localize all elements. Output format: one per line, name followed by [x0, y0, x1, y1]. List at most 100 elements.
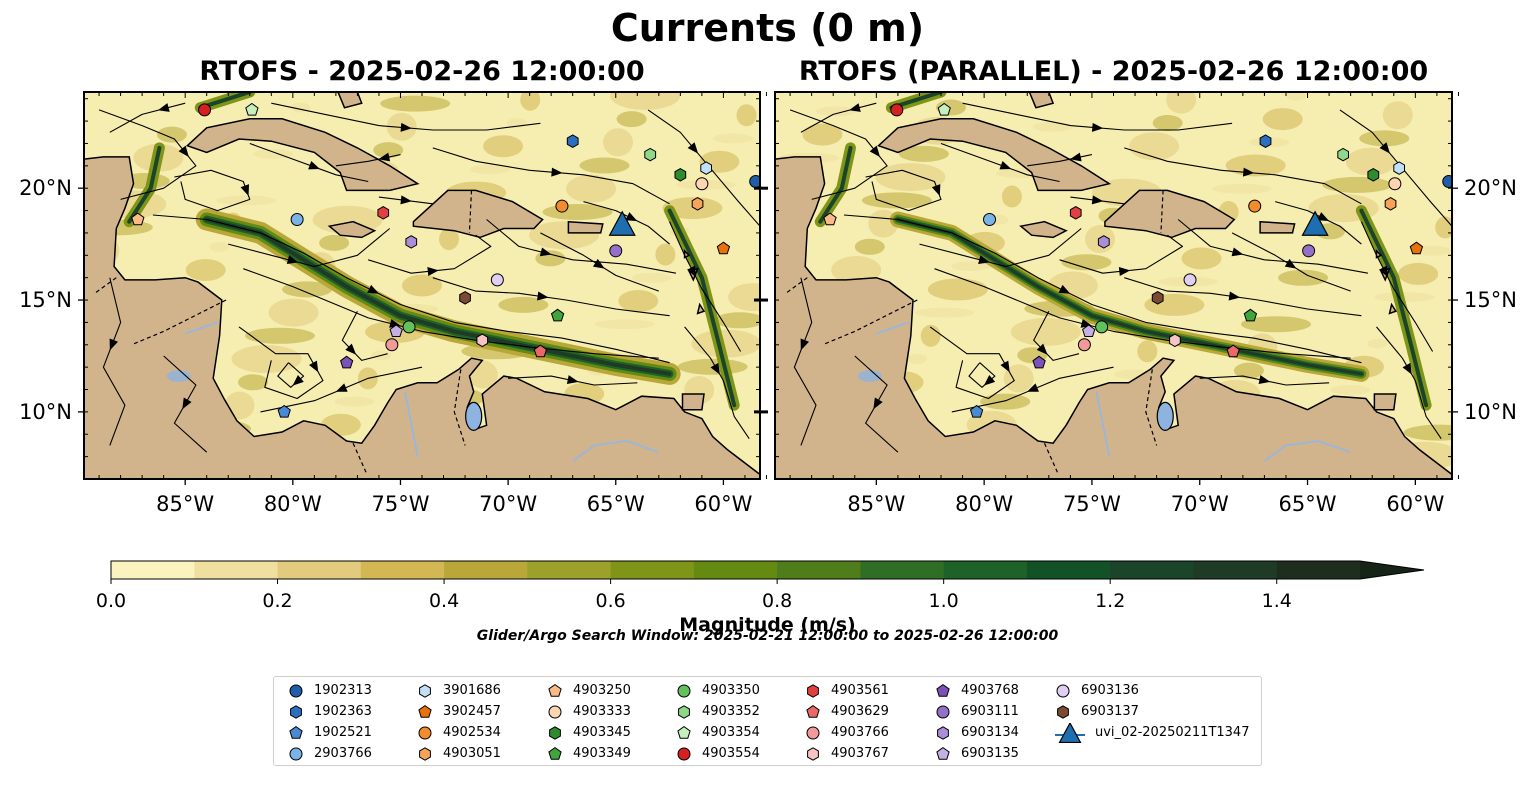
- colorbar-segment: [527, 561, 612, 579]
- land-hispaniola: [412, 189, 544, 239]
- streamline: [238, 326, 324, 400]
- streamline: [865, 169, 942, 212]
- hexagon-marker-icon: [1057, 704, 1069, 719]
- circle-marker-icon: [677, 747, 691, 760]
- streamline-arrow: [539, 247, 552, 257]
- right-panel-title: RTOFS (PARALLEL) - 2025-02-26 12:00:00: [798, 56, 1429, 87]
- legend-column: 6903136 6903137 uvi_02-20250211T1347: [1053, 680, 1249, 743]
- legend-column: 3901686 3902457 4902534 4903051: [415, 680, 501, 764]
- speed-patch: [920, 324, 941, 347]
- hexagon-marker-icon: [678, 704, 690, 719]
- speed-patch: [1382, 101, 1413, 130]
- lon-tick-label: 85°W: [847, 492, 905, 516]
- colorbar-tick-label: 0.2: [262, 590, 292, 612]
- map-panel-1: [84, 92, 760, 479]
- country-border: [1145, 369, 1158, 446]
- speed-patch: [373, 142, 404, 159]
- streamline: [152, 214, 670, 364]
- legend-item-label: 4903766: [831, 725, 889, 740]
- speed-patch: [498, 296, 549, 313]
- legend-item-label: 1902521: [314, 725, 372, 740]
- streamline: [800, 102, 877, 133]
- speed-patch: [185, 259, 226, 281]
- speed-patch: [1181, 247, 1222, 270]
- streamline-arrow: [389, 319, 401, 328]
- search-window-caption: Glider/Argo Search Window: 2025-02-21 12…: [476, 628, 1059, 644]
- river: [1095, 391, 1111, 457]
- river: [1263, 439, 1352, 462]
- colorbar-segment: [610, 561, 695, 579]
- speed-patch: [655, 243, 676, 266]
- speed-patch: [245, 327, 315, 344]
- colorbar-segment: [1276, 561, 1361, 579]
- streamline-arrow: [1284, 258, 1297, 269]
- float-marker-4903349: [550, 308, 565, 322]
- colorbar-segment: [277, 561, 362, 579]
- float-marker-6903135: [1082, 324, 1096, 337]
- legend-item-label: 4903250: [573, 683, 631, 698]
- float-marker-1902521: [277, 404, 291, 418]
- legend-item-label: 4903350: [702, 683, 760, 698]
- legend-item: 4903051: [415, 743, 501, 764]
- hexagon-marker-icon: [290, 704, 302, 719]
- hexagon-marker-icon: [419, 683, 431, 698]
- float-marker-4903250: [131, 212, 145, 226]
- float-marker-4903345: [674, 168, 687, 182]
- legend-item: 4903767: [803, 743, 889, 764]
- float-marker-6903111: [609, 244, 623, 258]
- river: [572, 439, 660, 462]
- colorbar-tick-label: 0.6: [595, 590, 625, 612]
- streamline-arrow: [869, 145, 881, 158]
- speed-patch: [520, 92, 541, 111]
- streamline-arrow: [309, 360, 319, 373]
- land-smallC: [1388, 302, 1398, 315]
- legend-item: 2903766: [286, 743, 372, 764]
- legend-item: 4903561: [803, 680, 889, 701]
- float-marker-4902534: [1248, 199, 1262, 213]
- speed-patch: [1241, 316, 1311, 333]
- legend-item: 6903134: [933, 722, 1019, 743]
- float-marker-4903354: [937, 102, 951, 116]
- circle-marker-icon: [806, 726, 820, 739]
- speed-patch: [662, 197, 723, 220]
- float-marker-4903629: [533, 344, 548, 358]
- legend-item: 4903250: [545, 680, 631, 701]
- land-central: [775, 156, 1452, 479]
- legend-item: uvi_02-20250211T1347: [1053, 722, 1249, 743]
- legend-item-label: 6903135: [961, 746, 1019, 761]
- country-border: [468, 190, 473, 233]
- legend-item: 1902363: [286, 701, 372, 722]
- pentagon-marker-icon: [289, 725, 303, 739]
- streamline: [793, 277, 817, 446]
- speed-patch: [1374, 292, 1435, 303]
- float-marker-4903350: [1095, 320, 1109, 334]
- pentagon-marker-icon: [418, 704, 432, 718]
- speed-patch: [631, 272, 672, 283]
- float-marker-1902363: [1259, 134, 1272, 148]
- lon-tick-label: 65°W: [1279, 492, 1337, 516]
- country-border: [131, 299, 227, 346]
- streamline: [277, 362, 305, 388]
- float-marker-6903111: [1302, 244, 1316, 258]
- legend-column: 4903350 4903352 4903354 4903554: [674, 680, 760, 764]
- legend-item-label: 4903333: [573, 704, 631, 719]
- colorbar-extend-arrow: [1360, 561, 1424, 579]
- streamline-arrow: [286, 255, 299, 264]
- speed-patch: [616, 111, 647, 128]
- float-marker-3902457: [1409, 241, 1424, 255]
- speed-patch: [1137, 340, 1158, 363]
- speed-patch: [1166, 92, 1197, 114]
- streamline-arrow: [240, 184, 250, 197]
- land-central: [84, 156, 760, 479]
- float-marker-6903136: [490, 273, 504, 287]
- speed-patch: [1398, 262, 1439, 285]
- streamline: [228, 228, 391, 268]
- country-border: [822, 299, 918, 346]
- colorbar-segment: [777, 561, 861, 579]
- speed-patch: [898, 145, 949, 162]
- speed-patch: [1345, 147, 1396, 176]
- land-jamaica: [327, 220, 377, 239]
- speed-patch: [1001, 185, 1022, 208]
- float-marker-6903134: [1097, 235, 1110, 249]
- speed-patch: [579, 157, 630, 174]
